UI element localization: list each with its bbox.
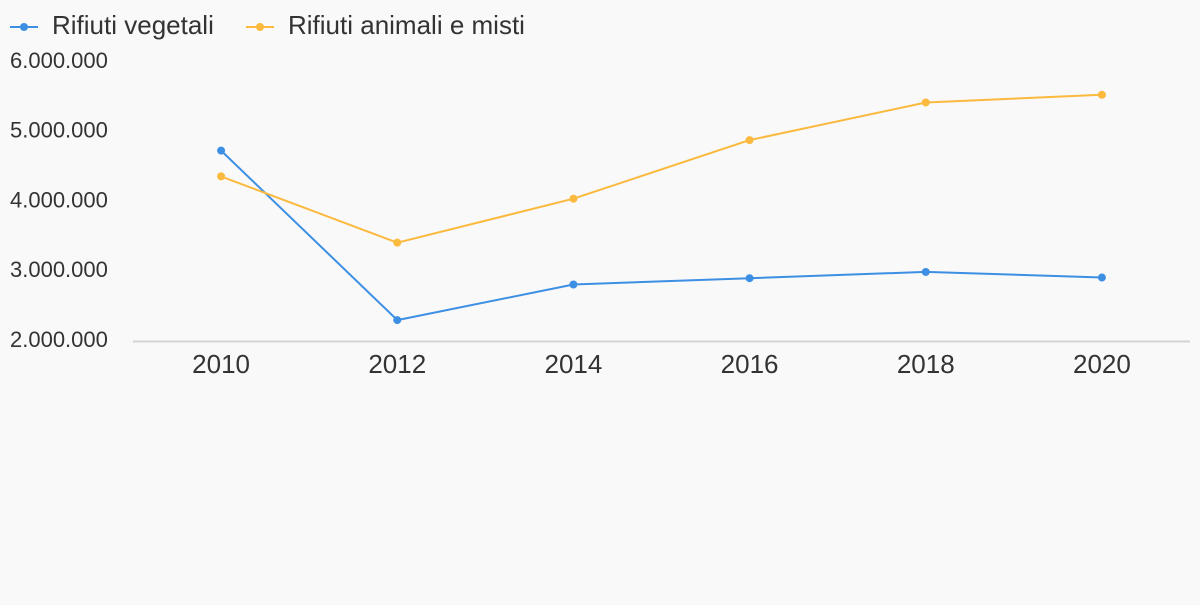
data-point <box>745 274 754 283</box>
x-tick-label: 2016 <box>721 349 779 379</box>
data-point <box>921 267 930 276</box>
data-point <box>217 146 226 155</box>
y-tick-label: 5.000.000 <box>10 118 108 143</box>
series-line <box>220 149 1102 322</box>
series-1 <box>217 146 1106 325</box>
legend: Rifiuti vegetali Rifiuti animali e misti <box>10 10 525 40</box>
y-axis: 2.000.000 3.000.000 4.000.000 5.000.000 6.00… <box>10 48 108 352</box>
data-point <box>745 136 754 145</box>
x-tick-label: 2020 <box>1073 349 1131 379</box>
legend-item-1: Rifiuti vegetali <box>10 10 214 40</box>
x-tick-label: 2012 <box>368 349 426 379</box>
data-point <box>393 316 402 325</box>
legend-swatch-marker <box>256 23 264 31</box>
data-point <box>569 280 578 289</box>
data-point <box>1097 273 1106 282</box>
data-point <box>217 172 226 181</box>
y-tick-label: 4.000.000 <box>10 187 108 212</box>
series-line <box>220 93 1102 244</box>
legend-label: Rifiuti animali e misti <box>288 10 525 40</box>
x-tick-label: 2010 <box>192 349 250 379</box>
y-tick-label: 3.000.000 <box>10 257 108 282</box>
data-point <box>921 98 930 107</box>
x-tick-label: 2018 <box>897 349 955 379</box>
legend-label: Rifiuti vegetali <box>52 10 214 40</box>
x-axis: 2010 2012 2014 2016 2018 2020 <box>133 340 1190 379</box>
data-point <box>1097 90 1106 99</box>
legend-item-2: Rifiuti animali e misti <box>246 10 525 40</box>
x-tick-label: 2014 <box>544 349 602 379</box>
y-tick-label: 6.000.000 <box>10 48 108 73</box>
data-point <box>393 238 402 247</box>
series-2 <box>217 90 1106 247</box>
series-layer <box>217 90 1106 325</box>
legend-swatch-marker <box>20 23 28 31</box>
data-point <box>569 194 578 203</box>
y-tick-label: 2.000.000 <box>10 327 108 352</box>
